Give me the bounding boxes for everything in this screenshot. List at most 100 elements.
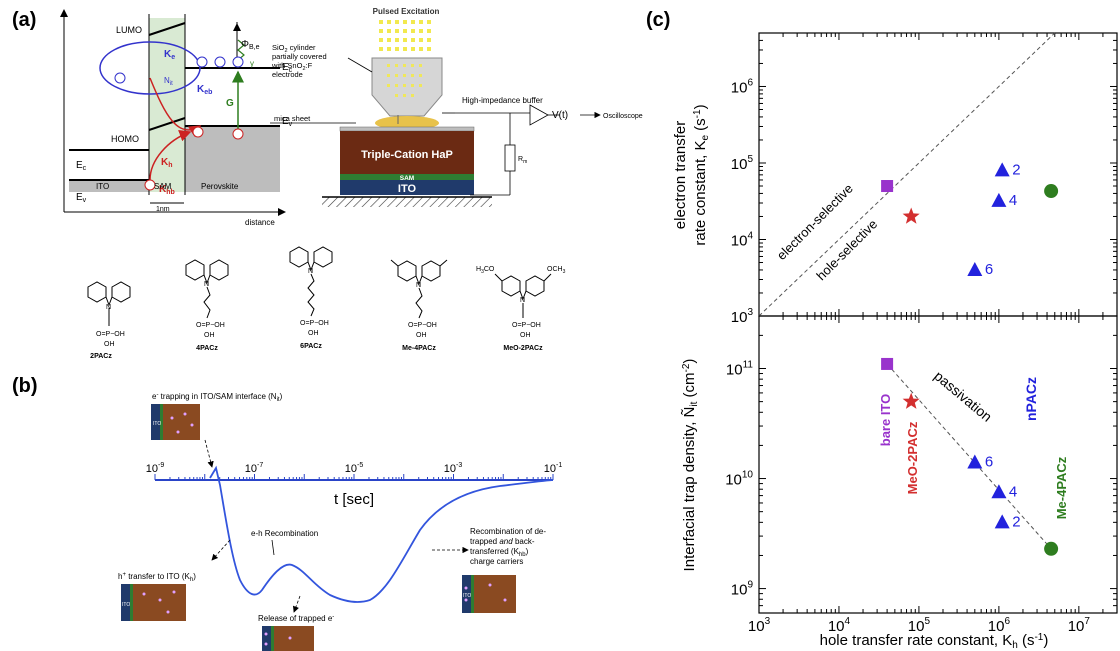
data-point-triangle xyxy=(967,454,983,469)
svg-text:distance: distance xyxy=(245,218,275,227)
svg-text:LUMO: LUMO xyxy=(116,25,142,35)
svg-text:N: N xyxy=(416,282,421,289)
panel-a-label: (a) xyxy=(12,9,36,31)
svg-text:OH: OH xyxy=(204,332,215,339)
svg-text:Rm: Rm xyxy=(518,156,527,165)
molecule-me4pacz xyxy=(390,259,448,319)
x-axis-label: hole transfer rate constant, Kh (s-1) xyxy=(820,632,1049,651)
chart-c-frames xyxy=(758,32,1118,614)
svg-text:transferred (Khb): transferred (Khb) xyxy=(470,547,529,558)
svg-text:e-h Recombination: e-h Recombination xyxy=(251,529,318,538)
data-point-triangle xyxy=(991,192,1007,207)
electrode-spot xyxy=(375,116,439,130)
ito-layer xyxy=(340,180,474,195)
mica-sheet xyxy=(339,126,475,132)
buffer-amp xyxy=(529,104,549,126)
svg-text:ITO: ITO xyxy=(96,182,109,191)
svg-text:Pulsed Excitation: Pulsed Excitation xyxy=(373,7,440,16)
data-point-square xyxy=(881,180,894,193)
data-point-triangle xyxy=(967,261,983,276)
t-tick-2: 10-7 xyxy=(245,462,264,475)
svg-text:N: N xyxy=(520,297,525,304)
svg-text:ITO: ITO xyxy=(398,183,417,195)
svg-text:1nm: 1nm xyxy=(156,206,170,213)
svg-text:Keb: Keb xyxy=(197,84,212,96)
me-4pacz-label: Me-4PACz xyxy=(1054,456,1069,519)
svg-text:Recombination of de-: Recombination of de- xyxy=(470,527,546,536)
t-tick-4: 10-3 xyxy=(444,462,463,475)
svg-text:O=P−OH: O=P−OH xyxy=(512,322,541,329)
svg-text:ITO: ITO xyxy=(463,593,471,599)
molecule-meo2pacz xyxy=(494,273,552,318)
data-point-label: 2 xyxy=(1012,161,1020,178)
t-tick-3: 10-5 xyxy=(345,462,364,475)
svg-text:6PACz: 6PACz xyxy=(300,343,322,350)
y-tick-label: 103 xyxy=(731,307,754,326)
selectivity-diagonal xyxy=(758,32,1056,317)
svg-text:G: G xyxy=(226,98,234,109)
svg-text:HOMO: HOMO xyxy=(111,134,139,144)
svg-text:Ev: Ev xyxy=(76,192,87,204)
svg-text:Triple-Cation HaP: Triple-Cation HaP xyxy=(361,149,453,161)
svg-text:γ: γ xyxy=(250,59,254,68)
panel-b-annotations: e- trapping in ITO/SAM interface (Nit) h… xyxy=(118,392,546,623)
svg-text:Kh: Kh xyxy=(161,157,173,169)
data-point-star xyxy=(902,392,920,409)
chart-electron-transfer: 103 104 105 106 2 4 6 xyxy=(731,32,1118,326)
svg-text:N: N xyxy=(204,281,209,288)
data-point-circle xyxy=(1044,541,1059,556)
x-tick-label: 103 xyxy=(748,616,771,635)
svg-text:ITO: ITO xyxy=(122,602,130,608)
svg-text:mica sheet: mica sheet xyxy=(274,114,311,123)
bottom-plot-frame xyxy=(758,315,1118,614)
energy-diagram xyxy=(60,9,286,216)
svg-text:SAM: SAM xyxy=(154,182,172,191)
svg-text:High-impedance buffer: High-impedance buffer xyxy=(462,96,543,105)
perovskite-band xyxy=(185,126,280,192)
molecule-6pacz xyxy=(289,246,333,317)
svg-text:O=P−OH: O=P−OH xyxy=(300,320,329,327)
svg-text:h+ transfer to ITO (Kh): h+ transfer to ITO (Kh) xyxy=(118,572,196,583)
svg-text:Ec: Ec xyxy=(76,160,87,172)
svg-text:N: N xyxy=(106,304,111,311)
transient-curve xyxy=(209,465,554,603)
data-point-triangle xyxy=(994,162,1010,177)
svg-text:OCH3: OCH3 xyxy=(547,266,566,275)
top-ylabel-line1: electron transfer xyxy=(672,121,689,229)
bottom-ylabel: Interfacial trap density, Ñit (cm-2) xyxy=(681,359,700,572)
data-point-triangle xyxy=(991,484,1007,499)
svg-text:OH: OH xyxy=(308,330,319,337)
time-axis-label: t [sec] xyxy=(334,491,374,508)
panel-b-label: (b) xyxy=(12,375,38,397)
energy-diagram-labels: LUMO HOMO Ke Keb Nit Kh Khb ΦB,e Ec Ec E… xyxy=(76,25,293,227)
svg-text:Release of trapped e-: Release of trapped e- xyxy=(258,614,334,623)
svg-text:2PACz: 2PACz xyxy=(90,353,112,360)
y-tick-label: 1010 xyxy=(725,470,753,489)
svg-text:Khb: Khb xyxy=(159,184,175,196)
thumbnail-recombination xyxy=(462,575,516,613)
data-point-triangle xyxy=(994,514,1010,529)
molecule-2pacz xyxy=(87,281,131,326)
x-tick-label: 107 xyxy=(1068,616,1091,635)
device-thumbnails xyxy=(121,404,516,651)
y-tick-label: 104 xyxy=(731,230,754,249)
data-point-label: 6 xyxy=(985,453,993,470)
svg-text:4PACz: 4PACz xyxy=(196,345,218,352)
svg-text:OH: OH xyxy=(416,332,427,339)
data-point-circle xyxy=(1044,184,1059,199)
x-tick-label: 104 xyxy=(828,616,851,635)
svg-text:ΦB,e: ΦB,e xyxy=(241,39,260,51)
svg-text:Nit: Nit xyxy=(164,76,173,87)
svg-text:electrode: electrode xyxy=(272,70,303,79)
y-tick-label: 106 xyxy=(731,77,754,96)
svg-text:OH: OH xyxy=(520,332,531,339)
svg-text:Oscilloscope: Oscilloscope xyxy=(603,113,643,120)
svg-text:Ec: Ec xyxy=(282,62,293,74)
time-tick-labels: 10-9 10-7 10-5 10-3 10-1 t [sec] xyxy=(146,462,563,508)
svg-text:charge carriers: charge carriers xyxy=(470,557,523,566)
npacz-label: nPACz xyxy=(1023,377,1039,421)
svg-text:Ke: Ke xyxy=(164,49,175,61)
svg-text:with SnO2:F: with SnO2:F xyxy=(271,61,313,72)
passivation-label: passivation xyxy=(931,368,995,425)
